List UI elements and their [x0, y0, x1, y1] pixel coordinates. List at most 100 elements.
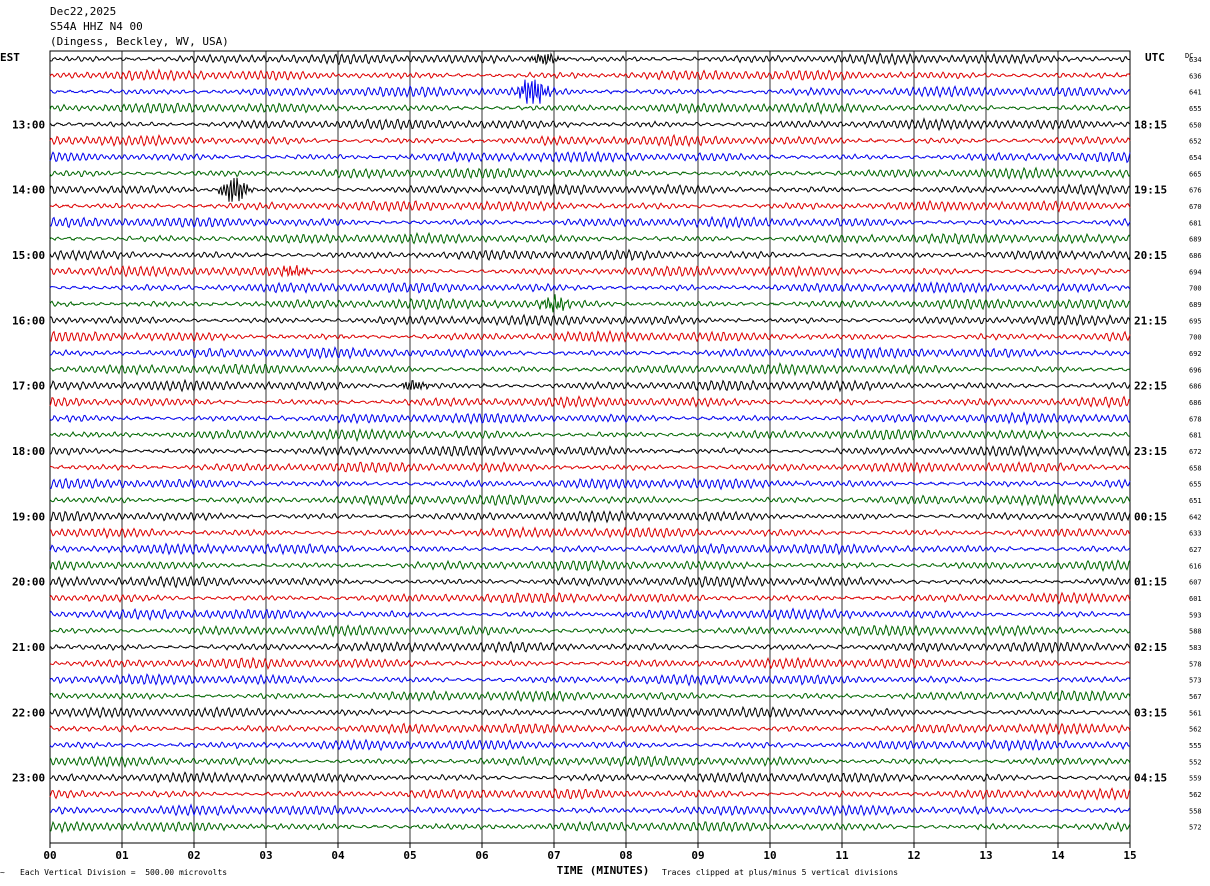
dc-offset-label: 552	[1189, 758, 1202, 766]
utc-hour-label: 00:15	[1134, 510, 1167, 523]
seismic-trace	[49, 787, 1131, 801]
seismic-trace	[49, 771, 1131, 784]
seismic-trace	[49, 101, 1131, 116]
dc-offset-label: 676	[1189, 187, 1202, 195]
dc-offset-label: 641	[1189, 89, 1202, 97]
dc-offset-label: 689	[1189, 236, 1202, 244]
plot-frame	[49, 50, 1131, 844]
est-hour-label: 13:00	[12, 118, 45, 131]
seismic-trace	[49, 117, 1131, 132]
dc-offset-label: 686	[1189, 252, 1202, 260]
seismic-trace	[49, 575, 1131, 589]
seismic-trace	[49, 52, 1131, 66]
utc-hour-label: 21:15	[1134, 314, 1167, 327]
seismic-trace	[49, 378, 1131, 393]
dc-offset-label: 655	[1189, 105, 1202, 113]
x-tick-label: 09	[691, 849, 704, 862]
dc-offset-label: 558	[1189, 807, 1202, 815]
seismic-trace	[49, 68, 1131, 82]
est-hour-label: 15:00	[12, 249, 45, 262]
seismic-trace	[49, 607, 1131, 621]
seismic-trace	[49, 461, 1131, 474]
dc-offset-label: 636	[1189, 72, 1202, 80]
est-hour-label: 16:00	[12, 314, 45, 327]
dc-offset-label: 593	[1189, 611, 1202, 619]
dc-offset-label: 567	[1189, 693, 1202, 701]
utc-hour-label: 02:15	[1134, 641, 1167, 654]
seismic-trace	[49, 705, 1131, 719]
seismic-trace	[49, 689, 1131, 703]
dc-offset-label: 692	[1189, 350, 1202, 358]
seismic-trace	[49, 542, 1131, 556]
dc-offset-label: 555	[1189, 742, 1202, 750]
est-hour-label: 18:00	[12, 445, 45, 458]
date-label: Dec22,2025	[50, 5, 117, 18]
utc-hour-label: 03:15	[1134, 706, 1167, 719]
dc-offset-label: 670	[1189, 203, 1202, 211]
x-tick-label: 08	[619, 849, 632, 862]
utc-hour-label: 22:15	[1134, 380, 1167, 393]
seismic-trace	[49, 820, 1131, 834]
utc-hour-label: 01:15	[1134, 576, 1167, 589]
x-tick-label: 12	[907, 849, 920, 862]
seismic-trace	[49, 526, 1131, 540]
seismic-trace	[49, 803, 1131, 817]
dc-offset-label: 681	[1189, 432, 1202, 440]
utc-hour-label: 04:15	[1134, 772, 1167, 785]
dc-offset-label: 572	[1189, 824, 1202, 832]
x-tick-label: 01	[115, 849, 129, 862]
seismic-trace	[49, 313, 1131, 327]
seismic-trace	[49, 428, 1131, 443]
est-hour-label: 20:00	[12, 576, 45, 589]
seismic-trace	[49, 215, 1131, 230]
footer-mark: ~	[0, 868, 5, 877]
utc-hour-label: 19:15	[1134, 184, 1167, 197]
x-tick-label: 11	[835, 849, 849, 862]
x-tick-label: 15	[1123, 849, 1136, 862]
seismic-trace	[49, 362, 1131, 377]
x-tick-label: 02	[187, 849, 200, 862]
est-hour-label: 17:00	[12, 380, 45, 393]
est-hour-label: 21:00	[12, 641, 45, 654]
seismic-trace	[49, 79, 1131, 104]
utc-axis-label: UTC	[1145, 51, 1165, 64]
dc-offset-label: 686	[1189, 383, 1202, 391]
est-hour-label: 19:00	[12, 510, 45, 523]
dc-offset-label: 607	[1189, 579, 1202, 587]
trace-group	[49, 52, 1131, 834]
dc-offset-label: 681	[1189, 219, 1202, 227]
est-hour-label: 22:00	[12, 706, 45, 719]
seismic-trace	[49, 248, 1131, 262]
seismic-trace	[49, 493, 1131, 507]
seismic-trace	[49, 166, 1131, 180]
dc-offset-label: 561	[1189, 709, 1202, 717]
dc-offset-label: 652	[1189, 138, 1202, 146]
utc-hour-label: 23:15	[1134, 445, 1167, 458]
x-tick-label: 04	[331, 849, 345, 862]
dc-offset-label: 689	[1189, 301, 1202, 309]
dc-offset-label: 655	[1189, 481, 1202, 489]
dc-offset-label: 654	[1189, 154, 1202, 162]
dc-offset-label: 562	[1189, 791, 1202, 799]
seismic-trace	[49, 199, 1131, 213]
dc-offset-label: 665	[1189, 170, 1202, 178]
x-axis-title: TIME (MINUTES)	[557, 864, 650, 877]
dc-offset-label: 562	[1189, 726, 1202, 734]
dc-offset-label: 588	[1189, 628, 1202, 636]
location-label: (Dingess, Beckley, WV, USA)	[50, 35, 229, 48]
seismic-trace	[49, 624, 1131, 638]
station-label: S54A HHZ N4 00	[50, 20, 143, 33]
seismic-trace	[49, 281, 1131, 294]
seismic-trace	[49, 177, 1131, 202]
est-axis-label: EST	[0, 51, 20, 64]
seismic-trace	[49, 395, 1131, 409]
dc-axis-label: DC	[1185, 52, 1193, 60]
seismic-trace	[49, 559, 1131, 573]
dc-offset-label: 651	[1189, 497, 1202, 505]
utc-hour-label: 20:15	[1134, 249, 1167, 262]
seismic-trace	[49, 755, 1131, 769]
est-hour-label: 14:00	[12, 184, 45, 197]
dc-offset-label: 642	[1189, 513, 1202, 521]
dc-offset-label: 559	[1189, 775, 1202, 783]
